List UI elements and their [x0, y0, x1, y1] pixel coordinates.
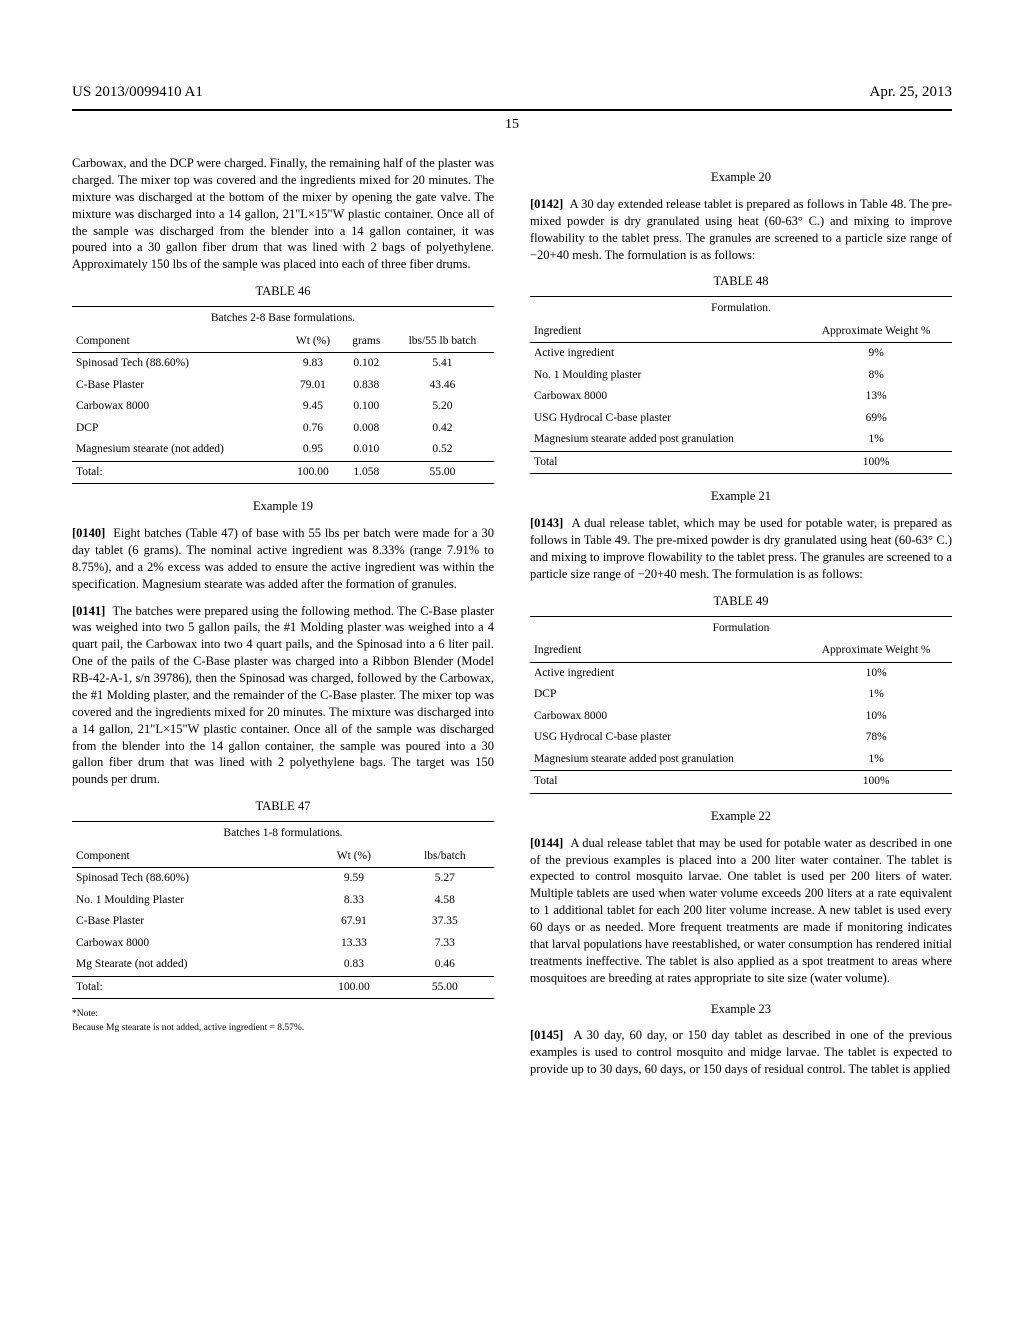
para-0141-text: The batches were prepared using the foll… [72, 604, 494, 787]
example23-title: Example 23 [530, 1001, 952, 1018]
example20-title: Example 20 [530, 169, 952, 186]
example22-title: Example 22 [530, 808, 952, 825]
table47-note-label: *Note: [72, 1009, 494, 1020]
publication-number: US 2013/0099410 A1 [72, 84, 203, 101]
left-column: Carbowax, and the DCP were charged. Fina… [72, 155, 494, 1088]
para-0140-text: Eight batches (Table 47) of base with 55… [72, 526, 494, 591]
t47-h2: lbs/batch [396, 846, 494, 868]
para-0142-text: A 30 day extended release tablet is prep… [530, 197, 952, 262]
para-0142: [0142] A 30 day extended release tablet … [530, 196, 952, 264]
right-column: Example 20 [0142] A 30 day extended rele… [530, 155, 952, 1088]
table47-caption: TABLE 47 [72, 798, 494, 815]
para-0144-num: [0144] [530, 836, 563, 850]
para-0144: [0144] A dual release tablet that may be… [530, 835, 952, 987]
header-rule [72, 109, 952, 111]
table48-caption: TABLE 48 [530, 273, 952, 290]
table48: Formulation. Ingredient Approximate Weig… [530, 296, 952, 474]
para-0140-num: [0140] [72, 526, 105, 540]
table46-caption: TABLE 46 [72, 283, 494, 300]
para-0143: [0143] A dual release tablet, which may … [530, 515, 952, 583]
table49-caption: TABLE 49 [530, 593, 952, 610]
t47-h1: Wt (%) [312, 846, 396, 868]
patent-page: US 2013/0099410 A1 Apr. 25, 2013 15 Carb… [0, 0, 1024, 1128]
para-cont: Carbowax, and the DCP were charged. Fina… [72, 155, 494, 273]
t46-h2: grams [342, 331, 391, 353]
page-header: US 2013/0099410 A1 Apr. 25, 2013 [72, 84, 952, 101]
table49: Formulation Ingredient Approximate Weigh… [530, 616, 952, 794]
table47-subcap: Batches 1-8 formulations. [72, 822, 494, 846]
para-0142-num: [0142] [530, 197, 563, 211]
t47-h0: Component [72, 846, 312, 868]
para-0141: [0141] The batches were prepared using t… [72, 603, 494, 789]
t46-h1: Wt (%) [284, 331, 341, 353]
para-0145-text: A 30 day, 60 day, or 150 day tablet as d… [530, 1028, 952, 1076]
page-number: 15 [72, 117, 952, 133]
t49-h1: Approximate Weight % [800, 640, 952, 662]
para-0144-text: A dual release tablet that may be used f… [530, 836, 952, 985]
t48-h1: Approximate Weight % [800, 321, 952, 343]
para-0145: [0145] A 30 day, 60 day, or 150 day tabl… [530, 1027, 952, 1078]
example19-title: Example 19 [72, 498, 494, 515]
table47-note: Because Mg stearate is not added, active… [72, 1023, 494, 1034]
table48-subcap: Formulation. [530, 297, 952, 321]
table47: Batches 1-8 formulations. Component Wt (… [72, 821, 494, 999]
t49-h0: Ingredient [530, 640, 800, 662]
t48-h0: Ingredient [530, 321, 800, 343]
table49-subcap: Formulation [530, 616, 952, 640]
para-0145-num: [0145] [530, 1028, 563, 1042]
publication-date: Apr. 25, 2013 [870, 84, 953, 101]
para-0140: [0140] Eight batches (Table 47) of base … [72, 525, 494, 593]
table46-subcap: Batches 2-8 Base formulations. [72, 307, 494, 331]
example21-title: Example 21 [530, 488, 952, 505]
para-0143-text: A dual release tablet, which may be used… [530, 516, 952, 581]
table46: Batches 2-8 Base formulations. Component… [72, 306, 494, 484]
para-0141-num: [0141] [72, 604, 105, 618]
t46-h3: lbs/55 lb batch [391, 331, 494, 353]
t46-h0: Component [72, 331, 284, 353]
para-0143-num: [0143] [530, 516, 563, 530]
